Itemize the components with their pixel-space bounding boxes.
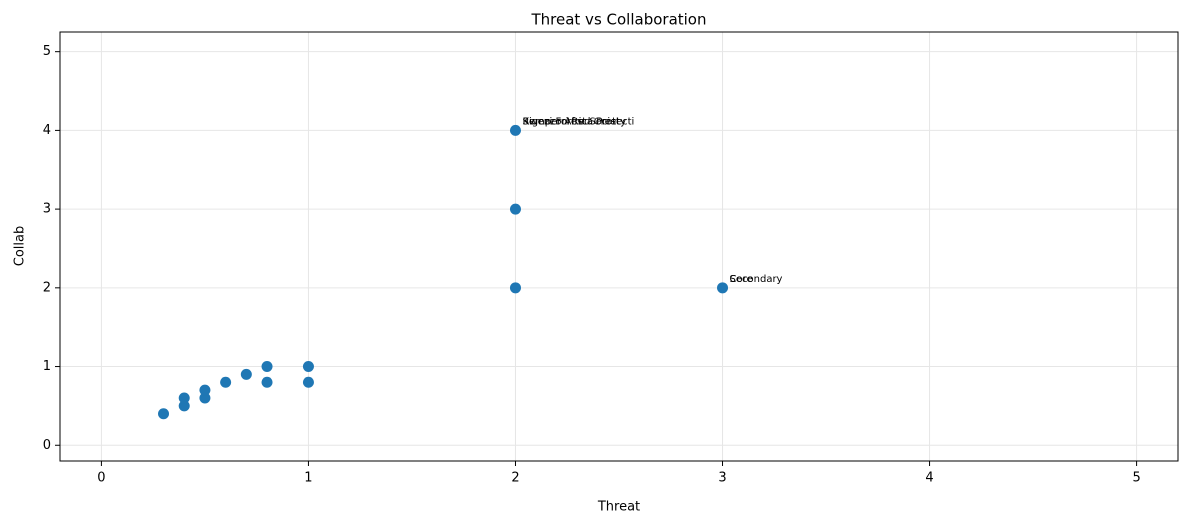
point <box>199 392 211 404</box>
y-tick-label: 1 <box>43 359 51 374</box>
point <box>199 384 211 396</box>
point <box>178 400 190 412</box>
y-tick-label: 3 <box>43 202 51 217</box>
y-tick-label: 0 <box>43 438 51 453</box>
point <box>240 368 252 380</box>
annotation: Semper Africa Protecti <box>522 116 634 127</box>
point <box>302 361 314 373</box>
y-axis-label: Collab <box>13 226 28 266</box>
x-tick-label: 5 <box>1132 471 1140 486</box>
chart-title: Threat vs Collaboration <box>530 11 706 29</box>
plot-frame <box>59 31 1179 462</box>
x-tick-label: 1 <box>304 471 312 486</box>
y-tick-label: 5 <box>43 44 51 59</box>
point <box>717 282 729 294</box>
annotation: Secondary <box>730 274 783 285</box>
annotation: Core <box>730 274 753 285</box>
point <box>509 282 521 294</box>
point <box>509 203 521 215</box>
x-tick-label: 3 <box>718 471 726 486</box>
x-axis-label: Threat <box>597 500 640 515</box>
point <box>158 408 170 420</box>
point <box>509 124 521 136</box>
annotation: Rwenzori Red Crest <box>522 116 619 127</box>
x-tick-label: 4 <box>925 471 933 486</box>
point <box>220 376 232 388</box>
x-tick-label: 2 <box>511 471 519 486</box>
point <box>302 376 314 388</box>
y-tick-label: 4 <box>43 123 51 138</box>
x-tick-label: 0 <box>97 471 105 486</box>
point <box>261 361 273 373</box>
y-tick-label: 2 <box>43 280 51 295</box>
point <box>261 376 273 388</box>
annotation: Kigezi Forest Society <box>522 116 626 127</box>
point <box>178 392 190 404</box>
